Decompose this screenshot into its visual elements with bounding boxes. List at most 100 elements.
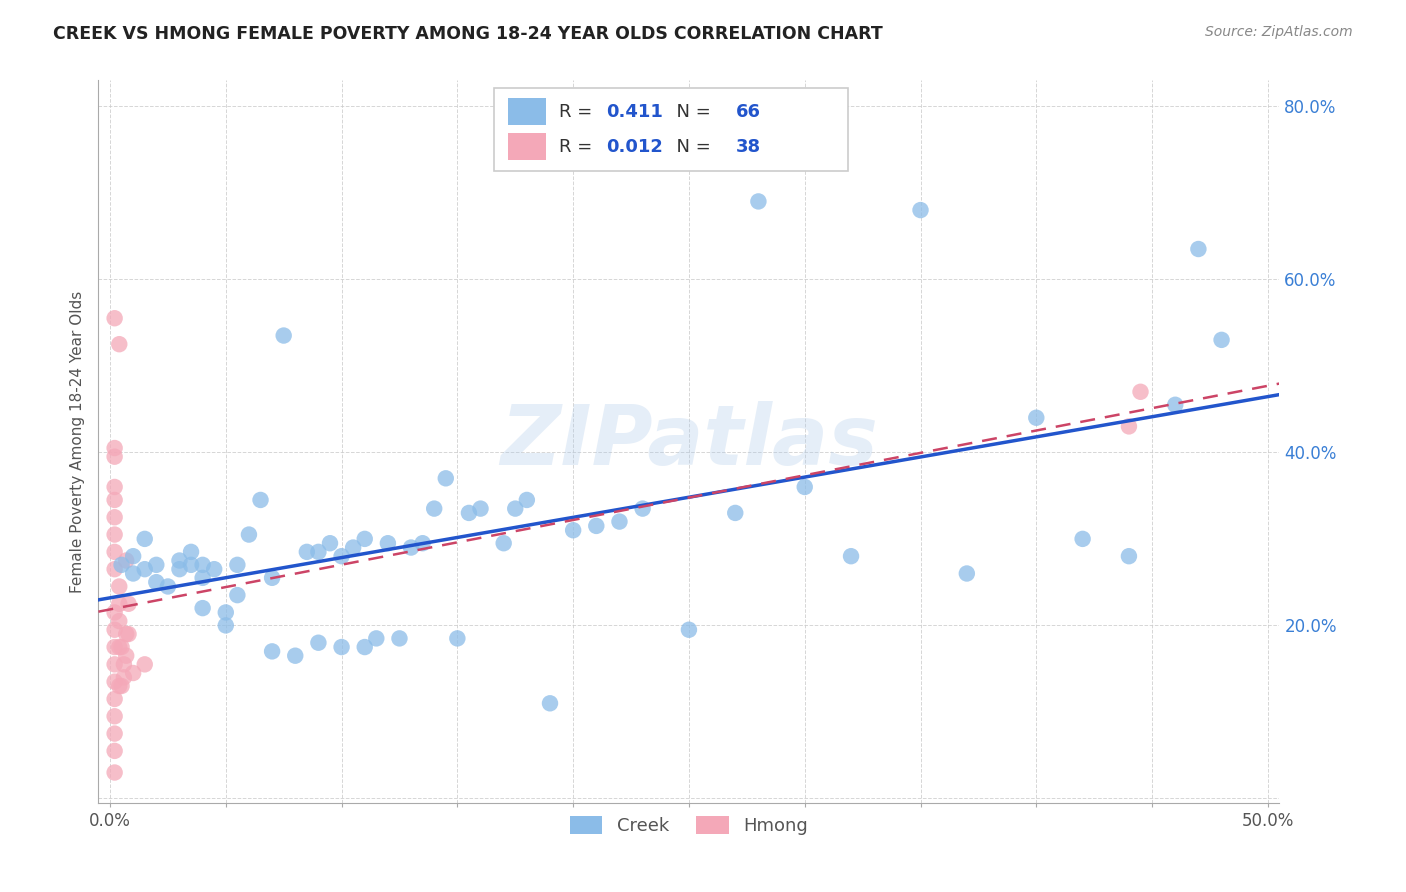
Point (180, 558, 202, 572)
Point (747, 194, 769, 209)
Point (262, 644, 284, 658)
Point (110, 640, 132, 654)
Text: ZIPatlas: ZIPatlas (501, 401, 877, 482)
Point (295, 545, 318, 559)
Point (110, 679, 132, 693)
Point (169, 562, 191, 576)
Point (180, 545, 202, 559)
Point (562, 523, 585, 537)
Point (238, 527, 260, 541)
Point (319, 536, 342, 550)
Point (108, 679, 131, 693)
Point (191, 558, 214, 572)
Point (434, 471, 457, 485)
Point (215, 606, 238, 620)
Point (145, 575, 167, 590)
Point (388, 632, 411, 646)
Point (353, 640, 375, 654)
Text: N =: N = (665, 103, 717, 120)
Point (122, 665, 145, 680)
Point (516, 492, 538, 507)
Point (458, 506, 481, 520)
Point (191, 571, 214, 585)
Point (104, 674, 127, 689)
Point (538, 696, 561, 710)
Point (262, 571, 284, 585)
Text: 0.411: 0.411 (606, 103, 664, 120)
Point (104, 562, 127, 576)
FancyBboxPatch shape (494, 87, 848, 170)
Point (110, 558, 132, 572)
Point (104, 545, 127, 559)
Point (307, 636, 329, 650)
Point (104, 311, 127, 326)
Point (104, 492, 127, 507)
Point (1025, 410, 1047, 425)
Text: 66: 66 (737, 103, 761, 120)
Point (585, 519, 607, 533)
Legend: Creek, Hmong: Creek, Hmong (561, 807, 817, 845)
Text: N =: N = (665, 137, 717, 155)
Point (470, 501, 492, 516)
Point (377, 536, 399, 550)
Point (1164, 398, 1187, 412)
Point (503, 501, 526, 516)
Point (169, 553, 191, 567)
Point (156, 579, 179, 593)
Y-axis label: Female Poverty Among 18-24 Year Olds: Female Poverty Among 18-24 Year Olds (69, 291, 84, 592)
Point (104, 480, 127, 494)
Point (108, 597, 131, 611)
Point (104, 510, 127, 524)
Point (793, 480, 815, 494)
Point (678, 623, 700, 637)
Point (412, 536, 434, 550)
Point (115, 627, 138, 641)
Text: R =: R = (560, 103, 598, 120)
Point (609, 515, 631, 529)
Point (273, 328, 295, 343)
Point (191, 601, 214, 615)
Point (249, 492, 271, 507)
Text: CREEK VS HMONG FEMALE POVERTY AMONG 18-24 YEAR OLDS CORRELATION CHART: CREEK VS HMONG FEMALE POVERTY AMONG 18-2… (53, 25, 883, 43)
Point (1118, 419, 1140, 434)
Point (145, 558, 167, 572)
Point (446, 632, 468, 646)
Point (104, 709, 127, 723)
Point (117, 627, 139, 641)
Text: Source: ZipAtlas.com: Source: ZipAtlas.com (1205, 25, 1353, 39)
Point (1118, 549, 1140, 564)
Point (724, 506, 747, 520)
Point (108, 337, 131, 351)
Point (839, 549, 862, 564)
Point (1187, 242, 1209, 256)
Point (104, 726, 127, 740)
Point (122, 549, 145, 564)
Point (104, 692, 127, 706)
Point (122, 566, 145, 581)
Point (112, 657, 135, 672)
Bar (508, 98, 546, 126)
Text: R =: R = (560, 137, 598, 155)
Point (108, 614, 131, 628)
Point (134, 562, 156, 576)
Point (353, 532, 375, 546)
Point (1211, 333, 1233, 347)
Point (215, 618, 238, 632)
Point (1129, 384, 1152, 399)
Point (307, 545, 329, 559)
Point (284, 648, 307, 663)
Point (115, 648, 138, 663)
Point (104, 450, 127, 464)
Point (366, 632, 388, 646)
Point (330, 640, 353, 654)
Point (108, 579, 131, 593)
Point (342, 541, 364, 555)
Point (1071, 532, 1094, 546)
Point (104, 657, 127, 672)
Point (104, 744, 127, 758)
Point (104, 765, 127, 780)
Point (399, 541, 422, 555)
Point (108, 640, 131, 654)
Point (104, 623, 127, 637)
Point (330, 549, 353, 564)
